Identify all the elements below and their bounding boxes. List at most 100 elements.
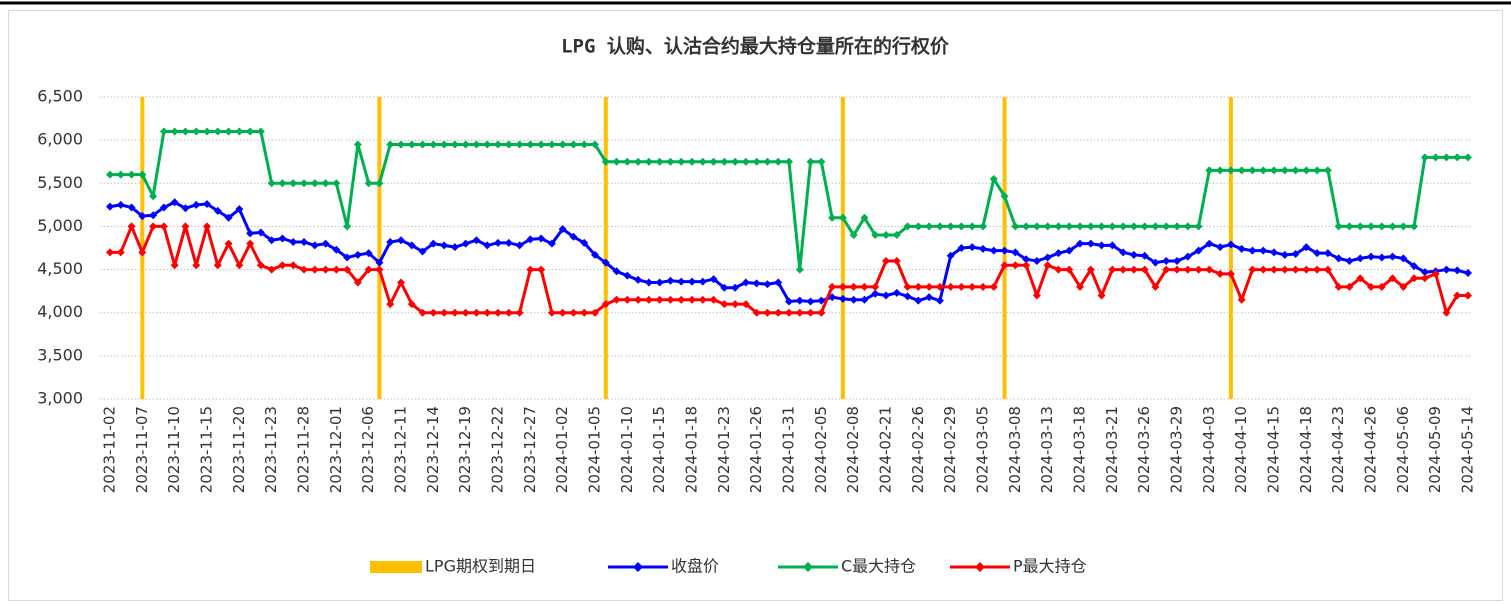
point-marker: [1410, 274, 1419, 283]
point-marker: [235, 261, 244, 270]
point-marker: [569, 140, 578, 149]
point-marker: [1356, 274, 1365, 283]
point-marker: [763, 280, 772, 289]
point-marker: [785, 308, 793, 317]
point-marker: [1302, 265, 1311, 274]
point-marker: [1464, 153, 1472, 162]
point-marker: [1183, 265, 1192, 274]
point-marker: [203, 127, 211, 136]
point-marker: [353, 140, 362, 149]
x-tick-label: 2024-03-08: [1006, 406, 1024, 493]
point-marker: [1205, 166, 1214, 175]
point-marker: [1076, 239, 1084, 248]
point-marker: [709, 157, 718, 166]
point-marker: [397, 236, 405, 245]
point-marker: [343, 222, 352, 231]
point-marker: [1226, 240, 1235, 249]
point-marker: [537, 140, 546, 149]
point-marker: [1151, 258, 1160, 267]
point-marker: [1237, 295, 1246, 304]
point-marker: [860, 295, 869, 304]
x-tick-label: 2024-05-06: [1394, 406, 1412, 493]
point-marker: [1356, 222, 1365, 231]
point-marker: [116, 200, 125, 209]
point-marker: [1226, 166, 1235, 175]
point-marker: [1442, 308, 1451, 317]
point-marker: [1388, 222, 1397, 231]
x-tick-label: 2023-11-23: [262, 406, 280, 493]
x-tick-label: 2023-11-15: [198, 406, 216, 493]
point-marker: [1011, 222, 1020, 231]
point-marker: [127, 203, 136, 212]
point-marker: [720, 300, 729, 309]
point-marker: [224, 127, 233, 136]
point-marker: [634, 295, 643, 304]
x-tick-label: 2024-01-02: [553, 406, 571, 493]
point-marker: [1259, 166, 1268, 175]
point-marker: [1313, 265, 1322, 274]
point-marker: [1011, 248, 1020, 257]
point-marker: [623, 157, 632, 166]
x-tick-label: 2024-05-14: [1459, 406, 1477, 493]
point-marker: [515, 308, 524, 317]
legend-label: C最大持仓: [841, 557, 916, 576]
point-marker: [1054, 222, 1063, 231]
point-marker: [763, 157, 772, 166]
point-marker: [138, 212, 147, 221]
point-marker: [321, 179, 330, 188]
point-marker: [828, 282, 837, 291]
point-marker: [979, 282, 987, 291]
point-marker: [267, 265, 276, 274]
point-marker: [892, 231, 901, 240]
point-marker: [138, 248, 147, 257]
x-tick-label: 2024-04-26: [1362, 406, 1380, 493]
point-marker: [256, 228, 265, 237]
point-marker: [935, 222, 944, 231]
y-tick-label: 4,000: [37, 302, 83, 321]
x-tick-label: 2023-11-07: [133, 406, 151, 493]
point-marker: [698, 157, 707, 166]
point-marker: [882, 256, 890, 265]
expiry-bar: [377, 97, 382, 399]
point-marker: [1065, 246, 1074, 255]
point-marker: [1248, 246, 1257, 255]
point-marker: [558, 225, 567, 234]
point-marker: [224, 239, 233, 248]
point-marker: [375, 179, 384, 188]
x-tick-label: 2023-11-20: [230, 406, 248, 493]
point-marker: [946, 282, 955, 291]
point-marker: [343, 253, 352, 262]
point-marker: [1022, 255, 1031, 264]
point-marker: [483, 140, 492, 149]
legend-label: 收盘价: [671, 557, 719, 576]
point-marker: [289, 179, 298, 188]
point-marker: [569, 232, 578, 241]
point-marker: [1334, 254, 1343, 263]
point-marker: [925, 293, 934, 302]
point-marker: [418, 247, 427, 256]
point-marker: [688, 277, 696, 286]
point-marker: [1453, 266, 1462, 275]
point-marker: [1043, 253, 1052, 262]
point-marker: [1280, 250, 1289, 259]
point-marker: [1119, 248, 1128, 257]
point-marker: [407, 241, 416, 250]
point-marker: [1140, 265, 1149, 274]
point-marker: [623, 295, 632, 304]
point-marker: [256, 261, 265, 270]
x-tick-label: 2024-04-03: [1200, 406, 1218, 493]
point-marker: [1334, 282, 1343, 291]
point-marker: [838, 282, 847, 291]
x-tick-label: 2024-05-09: [1426, 406, 1444, 493]
point-marker: [1173, 222, 1181, 231]
point-marker: [106, 170, 114, 179]
point-marker: [461, 140, 470, 149]
x-tick-label: 2023-12-06: [359, 406, 377, 493]
point-marker: [450, 243, 459, 252]
point-marker: [300, 179, 308, 188]
point-marker: [289, 261, 298, 270]
point-marker: [1194, 246, 1203, 255]
point-marker: [526, 265, 535, 274]
point-marker: [774, 308, 783, 317]
